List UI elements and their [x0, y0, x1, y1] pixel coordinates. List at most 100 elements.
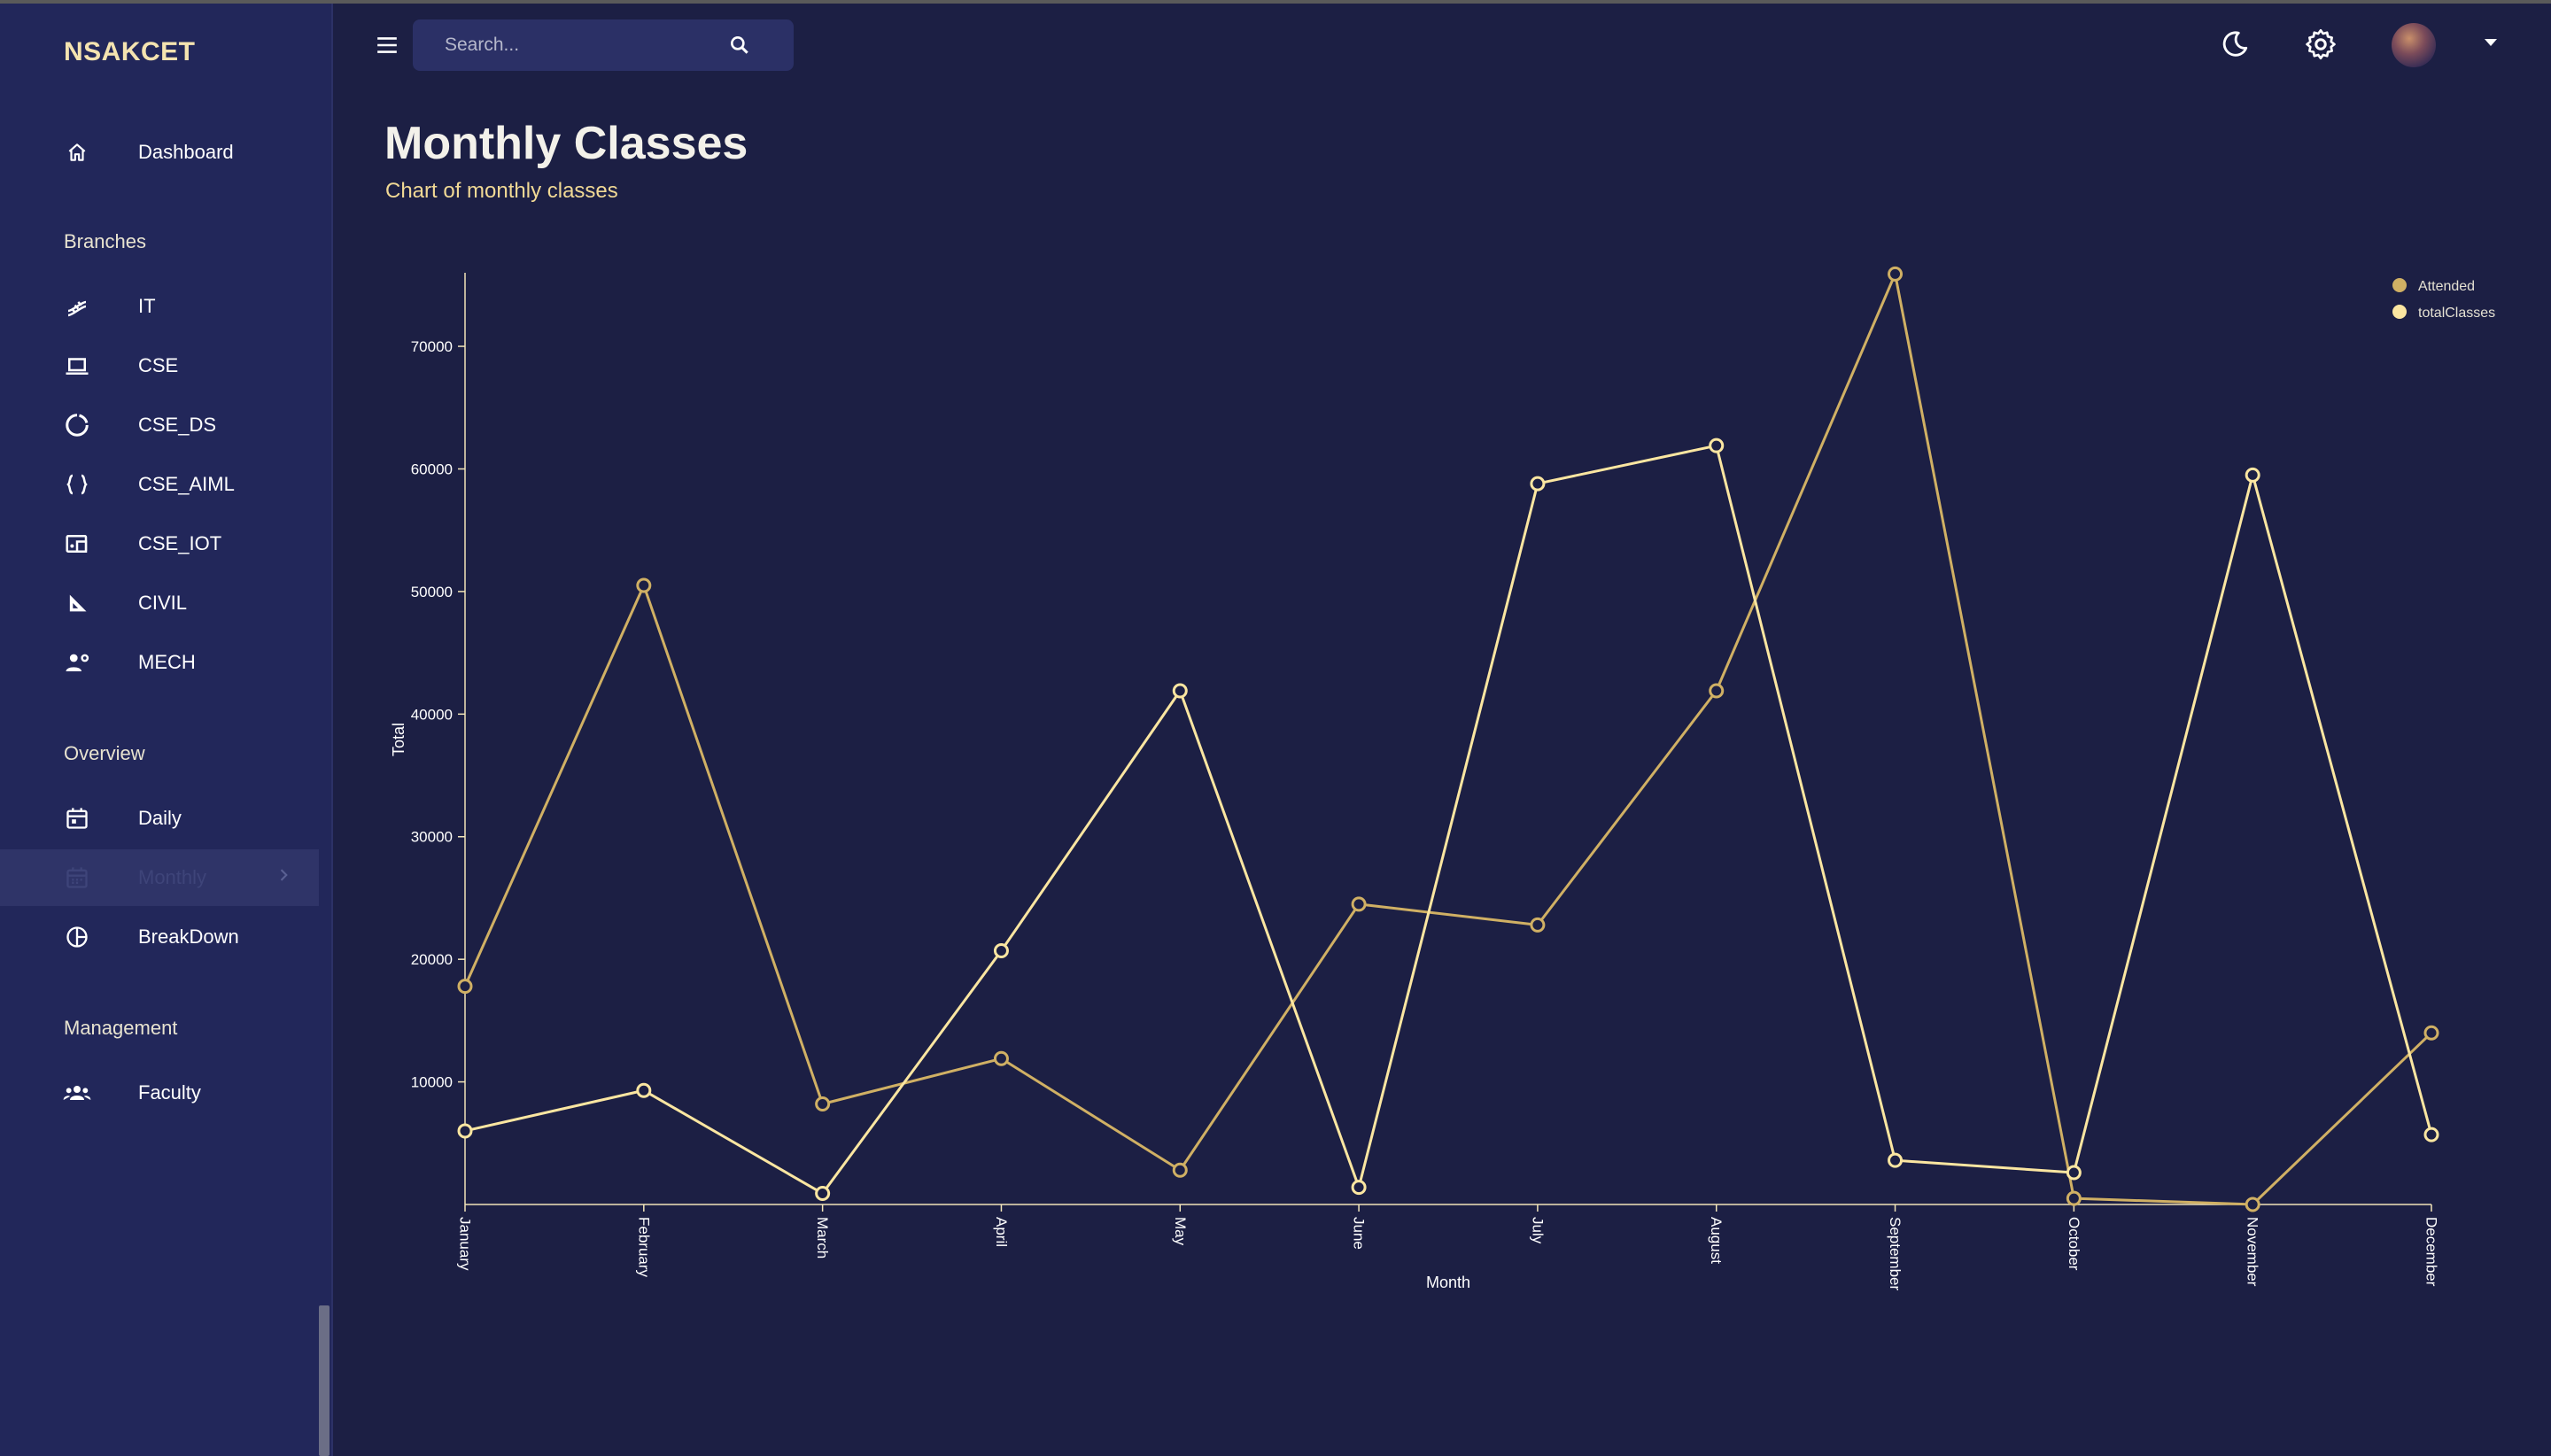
- data-point: [1172, 1162, 1188, 1178]
- x-tick-label: October: [2066, 1217, 2082, 1271]
- data-point: [2066, 1165, 2082, 1181]
- legend-label: totalClasses: [2418, 306, 2495, 321]
- laptop-icon: [62, 351, 92, 381]
- section-title-overview: Overview: [64, 742, 145, 764]
- data-point: [2423, 1025, 2439, 1041]
- y-tick-label: 20000: [411, 951, 453, 968]
- search-input[interactable]: [443, 34, 712, 57]
- y-tick-label: 40000: [411, 706, 453, 723]
- x-tick-label: January: [457, 1217, 474, 1271]
- x-tick-label: November: [2245, 1217, 2261, 1287]
- sidebar-item-mech[interactable]: MECH: [0, 634, 319, 691]
- sidebar-item-breakdown[interactable]: BreakDown: [0, 909, 319, 965]
- home-icon: [62, 137, 92, 167]
- data-point: [457, 1123, 473, 1139]
- caret-down-icon[interactable]: [2480, 32, 2501, 53]
- sidebar-item-monthly[interactable]: Monthly: [0, 849, 319, 906]
- data-point: [1709, 683, 1725, 699]
- brand-logo[interactable]: NSAKCET: [64, 37, 196, 66]
- data-point: [1351, 1180, 1367, 1196]
- data-point: [1709, 438, 1725, 453]
- x-tick-label: April: [993, 1217, 1010, 1247]
- x-tick-label: March: [814, 1217, 831, 1259]
- sidebar-scrollbar-thumb[interactable]: [319, 1305, 330, 1456]
- data-point: [457, 979, 473, 995]
- x-tick-label: September: [1887, 1217, 1904, 1290]
- y-tick-label: 30000: [411, 829, 453, 846]
- sidebar-item-civil[interactable]: CIVIL: [0, 575, 319, 631]
- data-point: [993, 1050, 1009, 1066]
- sidebar-item-cse-aiml[interactable]: CSE_AIML: [0, 456, 319, 513]
- legend-marker: [2392, 278, 2407, 292]
- page-title: Monthly Classes: [384, 118, 748, 169]
- y-tick-label: 60000: [411, 461, 453, 477]
- menu-icon[interactable]: [374, 32, 400, 58]
- sidebar-item-label: Faculty: [138, 1081, 201, 1104]
- data-point: [993, 942, 1009, 958]
- data-point: [2423, 1127, 2439, 1142]
- sidebar-item-label: BreakDown: [138, 925, 239, 948]
- gear-icon[interactable]: [2303, 27, 2338, 62]
- section-title-management: Management: [64, 1017, 178, 1039]
- data-point: [1530, 476, 1546, 492]
- donut-icon: [62, 410, 92, 440]
- x-tick-label: July: [1529, 1217, 1546, 1244]
- y-tick-label: 10000: [411, 1074, 453, 1091]
- data-point: [815, 1096, 831, 1111]
- data-point: [636, 577, 652, 593]
- sidebar-item-label: CSE_IOT: [138, 532, 222, 554]
- data-point: [1888, 266, 1904, 282]
- sidebar-item-cse-ds[interactable]: CSE_DS: [0, 397, 319, 453]
- page-subtitle: Chart of monthly classes: [385, 179, 618, 203]
- data-point: [636, 1082, 652, 1098]
- braces-icon: [62, 469, 92, 500]
- moon-icon[interactable]: [2217, 27, 2252, 62]
- sidebar-item-label: Dashboard: [138, 141, 234, 163]
- sidebar-item-label: IT: [138, 295, 156, 317]
- sidebar-item-cse[interactable]: CSE: [0, 337, 319, 394]
- sidebar-item-label: MECH: [138, 651, 196, 673]
- data-point: [815, 1186, 831, 1202]
- sidebar-item-faculty[interactable]: Faculty: [0, 1065, 319, 1121]
- data-point: [2066, 1190, 2082, 1206]
- data-point: [1172, 683, 1188, 699]
- set-square-icon: [62, 588, 92, 618]
- legend-label: Attended: [2418, 279, 2475, 294]
- sidebar-item-daily[interactable]: Daily: [0, 790, 319, 847]
- sidebar-item-label: CSE_AIML: [138, 473, 235, 495]
- x-tick-label: December: [2423, 1217, 2440, 1287]
- dna-icon: [62, 291, 92, 321]
- sidebar-item-label: CSE: [138, 354, 179, 376]
- legend-marker: [2392, 305, 2407, 319]
- sidebar-item-it[interactable]: IT: [0, 278, 319, 335]
- y-axis-title: Total: [390, 723, 407, 756]
- sidebar-item-label: Monthly: [138, 866, 207, 888]
- avatar[interactable]: [2392, 23, 2436, 67]
- sidebar: NSAKCET Dashboard Branches IT CSE CSE_DS…: [0, 4, 333, 1456]
- section-title-branches: Branches: [64, 230, 146, 252]
- y-tick-label: 70000: [411, 338, 453, 355]
- calendar-month-icon: [62, 863, 92, 893]
- search-icon[interactable]: [728, 34, 751, 57]
- sidebar-item-label: Daily: [138, 807, 182, 829]
- sidebar-item-label: CIVIL: [138, 592, 188, 614]
- x-axis-title: Month: [1426, 1274, 1470, 1291]
- data-point: [2245, 467, 2260, 483]
- sidebar-item-cse-iot[interactable]: CSE_IOT: [0, 515, 319, 572]
- y-tick-label: 50000: [411, 584, 453, 600]
- chevron-right-icon: [275, 865, 292, 890]
- x-tick-label: February: [635, 1217, 652, 1278]
- series-line-Attended: [463, 272, 2433, 1206]
- group-icon: [62, 1078, 92, 1108]
- engineer-icon: [62, 647, 92, 678]
- window-top-border: [0, 0, 2551, 4]
- data-point: [1888, 1152, 1904, 1168]
- monthly-classes-line-chart: 10000 20000 30000 40000 50000 60000 70000 Janua…: [390, 266, 2495, 1291]
- series-line-totalClasses: [464, 444, 2433, 1196]
- x-tick-label: May: [1172, 1217, 1189, 1246]
- sidebar-item-dashboard[interactable]: Dashboard: [0, 124, 319, 181]
- pie-icon: [62, 922, 92, 952]
- x-tick-label: August: [1708, 1217, 1725, 1264]
- devices-icon: [62, 529, 92, 559]
- sidebar-item-label: CSE_DS: [138, 414, 217, 436]
